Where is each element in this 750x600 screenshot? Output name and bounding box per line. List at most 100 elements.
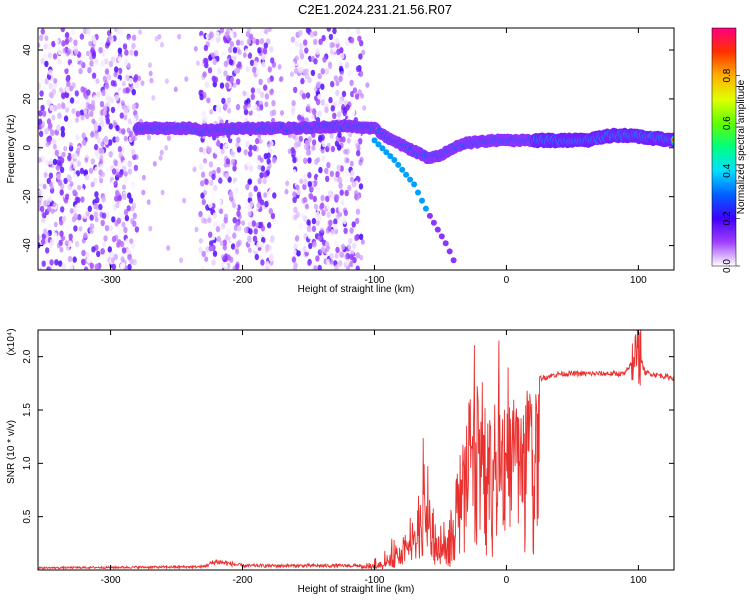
spectrogram-cell	[131, 103, 137, 111]
spectrogram-cell	[338, 195, 343, 202]
spectrogram-cell	[227, 176, 232, 183]
spectrogram-cell	[84, 174, 90, 181]
spectrogram-cell	[133, 164, 139, 172]
spectrogram-cell	[56, 124, 61, 131]
spectrogram-cell	[259, 91, 265, 99]
spectrogram-cell	[290, 71, 294, 77]
spectrogram-cell	[259, 199, 265, 206]
spectrogram-cell	[47, 223, 52, 230]
spectrogram-cell	[260, 133, 266, 141]
spectrogram-cell	[316, 142, 322, 149]
colorbar-label: Normalized spectral amplitude	[736, 79, 747, 214]
spectrogram-cell	[263, 42, 268, 49]
spectrogram-cell	[259, 241, 265, 249]
spectrogram-cell	[346, 138, 351, 144]
spectrogram-cell	[407, 176, 414, 183]
spectrogram-cell	[124, 95, 129, 103]
spectrogram-cell	[121, 247, 127, 254]
spectrogram-cell	[319, 248, 324, 254]
spectrogram-cell	[430, 219, 437, 226]
spectrogram-cell	[359, 254, 364, 261]
spectrogram-cell	[129, 182, 134, 189]
spectrogram-cell	[152, 161, 157, 167]
spectrogram-cell	[261, 54, 266, 61]
spectrogram-cell	[128, 77, 133, 85]
spectrogram-cell	[250, 93, 255, 101]
spectrogram-cell	[93, 124, 99, 132]
spectrogram-cell	[202, 148, 207, 155]
spectrogram-cell	[355, 265, 360, 270]
spectrogram-cell	[86, 256, 92, 264]
spectrogram-cell	[131, 117, 137, 124]
spectrogram-cell	[40, 104, 45, 112]
spectrogram-cell	[55, 164, 60, 171]
snr-y-tick-label: 1.0	[22, 456, 33, 470]
spectrogram-cell	[333, 218, 338, 225]
spectrogram-cell	[303, 196, 308, 204]
spectrogram-cell	[164, 78, 169, 84]
spectrogram-cell	[124, 59, 129, 66]
spectrogram-cell	[122, 88, 127, 94]
spectrogram-cell	[250, 76, 255, 84]
spectrogram-cell	[73, 225, 78, 232]
spectrogram-cell	[112, 119, 117, 126]
snr-x-tick-label: -300	[101, 575, 121, 586]
spectrogram-cell	[293, 243, 298, 250]
spectrogram-cell	[318, 136, 323, 143]
spectrogram-cell	[255, 38, 260, 46]
spectrogram-cell	[43, 228, 48, 235]
spectrogram-cell	[294, 67, 299, 75]
spectrogram-cell	[261, 250, 267, 258]
colorbar-tick-label: 0.0	[722, 259, 733, 273]
spectrogram-cell	[98, 147, 103, 154]
spectrogram-cell	[40, 28, 45, 35]
spectrogram-cell	[270, 57, 275, 64]
spectrogram-cell	[235, 78, 241, 85]
spectrogram-cell	[358, 137, 363, 145]
spectrogram-cell	[81, 238, 86, 244]
spectrogram-cell	[208, 201, 213, 209]
spectrogram-cell	[38, 42, 41, 48]
spectrogram-cell	[221, 254, 225, 260]
spectrogram-cell	[434, 226, 441, 233]
spectrogram-cell	[348, 237, 353, 245]
spectrogram-cell	[120, 100, 125, 106]
spectrogram-cell	[234, 180, 239, 187]
spectrogram-cell	[52, 232, 58, 239]
spectrogram-cell	[267, 28, 272, 33]
spectrogram-cell	[291, 100, 296, 107]
spectrogram-cell	[122, 160, 127, 167]
spectrogram-cell	[43, 147, 48, 155]
spectrogram-cell	[238, 64, 243, 70]
spectrogram-cell	[256, 241, 261, 248]
spectrogram-cell	[224, 172, 230, 179]
spectrogram-cell	[42, 183, 47, 190]
spectrogram-cell	[214, 148, 219, 155]
spectrogram-cell	[317, 72, 322, 80]
spectrogram-cell	[141, 189, 146, 196]
spectrogram-cell	[358, 53, 363, 60]
spectrogram-cell	[255, 222, 260, 228]
spectrogram-cell	[309, 63, 314, 71]
spectrogram-cell	[67, 102, 72, 109]
spectrogram-cell	[248, 150, 253, 157]
spectrogram-cell	[68, 264, 74, 270]
spectrogram-cell	[219, 143, 224, 150]
spectrogram-cell	[302, 69, 307, 77]
spectrogram-cell	[57, 48, 62, 55]
spectrogram-cell	[38, 262, 41, 269]
spectrogram-cell	[45, 199, 51, 206]
spectrogram-cell	[86, 240, 91, 247]
spectrogram-cell	[96, 250, 101, 258]
spectrogram-cell	[223, 217, 228, 224]
spectrogram-cell	[399, 166, 406, 173]
spectrogram-cell	[54, 38, 59, 45]
spectrogram-cell	[204, 81, 210, 88]
spectrogram-cell	[223, 102, 228, 110]
spectrogram-cell	[200, 266, 205, 270]
spectrogram-cell	[246, 161, 251, 168]
spectrogram-cell	[338, 234, 344, 242]
spectrogram-cell	[263, 49, 268, 55]
spectrogram-cell	[105, 118, 111, 125]
